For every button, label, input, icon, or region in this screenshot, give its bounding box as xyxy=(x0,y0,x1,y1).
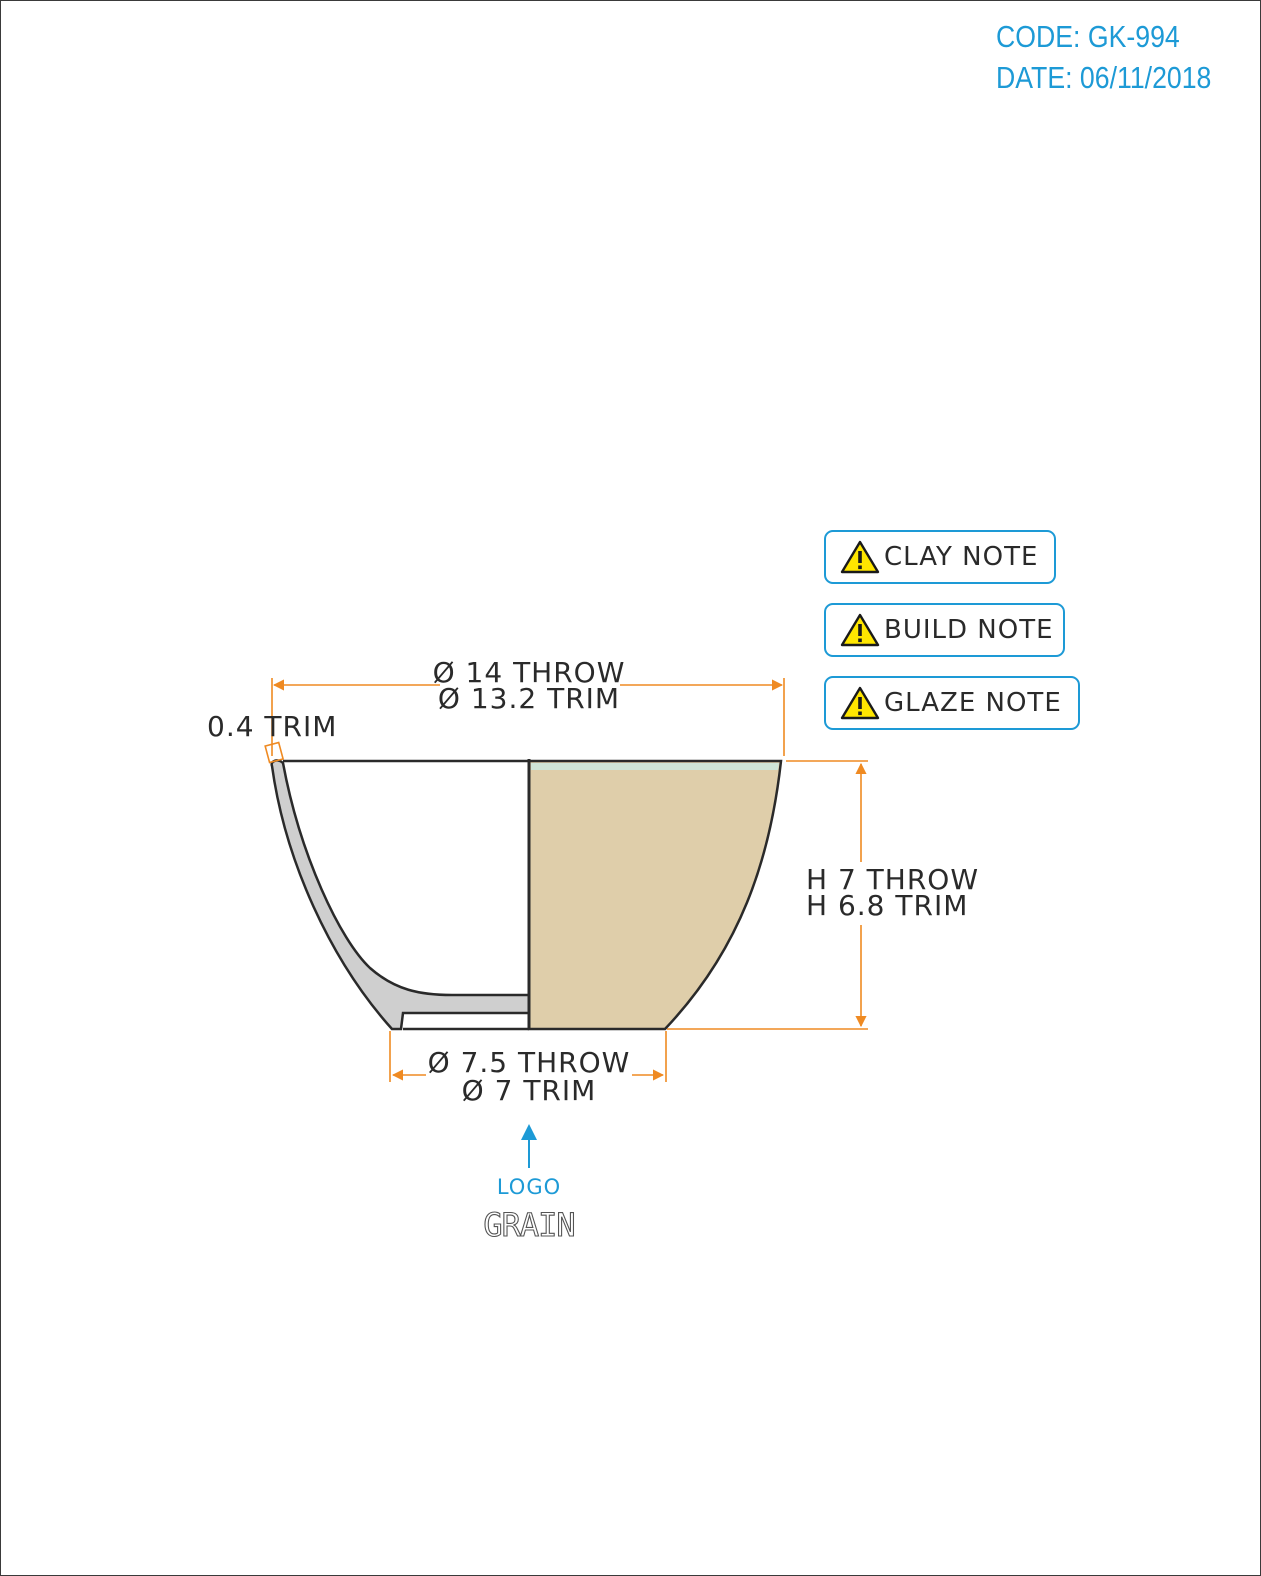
rim-throw-label: Ø 14 THROW xyxy=(433,656,626,689)
logo-callout: LOGO GRAIN xyxy=(483,1124,576,1245)
note-label: BUILD NOTE xyxy=(884,615,1054,645)
wall-section xyxy=(270,759,531,1031)
foot-throw-label: Ø 7.5 THROW xyxy=(428,1046,631,1079)
note-label: GLAZE NOTE xyxy=(884,688,1062,718)
bowl-exterior xyxy=(527,759,783,1031)
product-code: CODE: GK-994 xyxy=(996,19,1180,54)
title-block: CODE: GK-994 DATE: 06/11/2018 xyxy=(996,16,1211,98)
foot-trim-label: Ø 7 TRIM xyxy=(462,1074,597,1107)
wall-thickness-dimension: 0.4 TRIM xyxy=(207,710,337,764)
clay-note-button[interactable]: CLAY NOTE xyxy=(824,530,1056,584)
wall-trim-label: 0.4 TRIM xyxy=(207,710,337,743)
note-label: CLAY NOTE xyxy=(884,542,1039,572)
warning-icon xyxy=(840,540,880,574)
foot-diameter-dimension: Ø 7.5 THROW Ø 7 TRIM xyxy=(389,1031,667,1107)
build-note-button[interactable]: BUILD NOTE xyxy=(824,603,1065,657)
glaze-note-button[interactable]: GLAZE NOTE xyxy=(824,676,1080,730)
height-trim-label: H 6.8 TRIM xyxy=(806,889,968,922)
logo-label: LOGO xyxy=(497,1175,561,1199)
rim-diameter-dimension: Ø 14 THROW Ø 13.2 TRIM xyxy=(271,656,785,756)
rim-trim-label: Ø 13.2 TRIM xyxy=(438,682,620,715)
drawing-date: DATE: 06/11/2018 xyxy=(996,60,1212,95)
height-dimension: H 7 THROW H 6.8 TRIM xyxy=(667,760,979,1030)
logo-arrow-icon xyxy=(521,1124,537,1140)
glaze-band xyxy=(531,763,779,770)
warning-icon xyxy=(840,686,880,720)
height-throw-label: H 7 THROW xyxy=(806,863,979,896)
logo-mark: GRAIN xyxy=(483,1206,574,1244)
warning-icon xyxy=(840,613,880,647)
